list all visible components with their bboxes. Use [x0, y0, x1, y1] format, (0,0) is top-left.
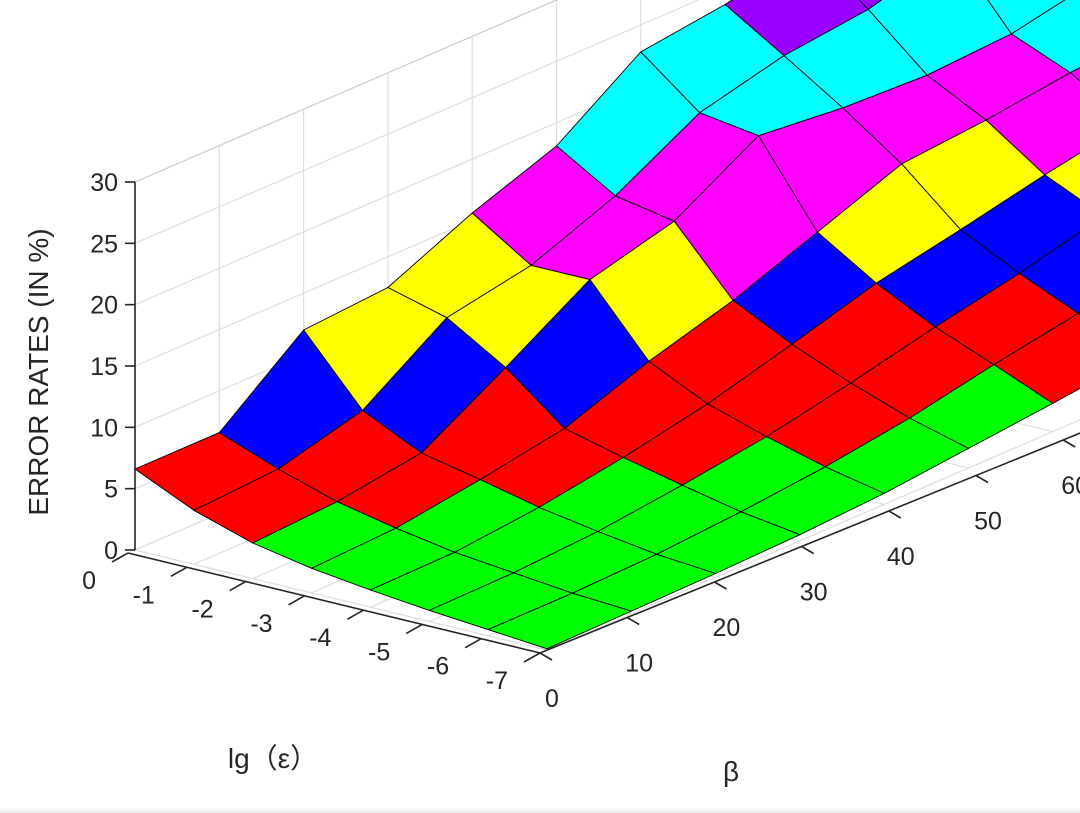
- y-tick: [888, 510, 902, 519]
- surface-patch: [487, 592, 632, 650]
- y-tick: [626, 616, 640, 626]
- y-tick-label: 60: [1061, 472, 1080, 500]
- y-tick: [975, 474, 989, 484]
- y-tick-label: 20: [712, 614, 740, 642]
- x-tick-label: 0: [82, 567, 96, 595]
- y-tick: [1062, 439, 1076, 448]
- gridline-z: [134, 0, 843, 306]
- x-tick-label: -2: [191, 596, 213, 624]
- z-tick-label: 10: [90, 414, 118, 442]
- y-tick: [801, 545, 815, 555]
- z-tick-label: 15: [90, 353, 118, 381]
- x-tick: [405, 623, 423, 635]
- surface-mesh: [134, 0, 1080, 650]
- y-tick-label: 10: [625, 650, 653, 678]
- x-tick: [229, 580, 247, 592]
- z-tick-label: 25: [90, 230, 118, 258]
- z-tick-label: 20: [90, 292, 118, 320]
- x-tick: [347, 609, 364, 620]
- axes: [111, 181, 1080, 663]
- gridline-z: [134, 0, 700, 244]
- z-axis-title: ERROR RATES (IN %): [23, 228, 54, 515]
- y-tick-label: 0: [545, 685, 559, 713]
- z-tick-label: 5: [104, 476, 118, 504]
- tick-labels: 0 5 10 15 20 25 30 0 -1 -2 -3 -4 -5 -6 -7 0 10 20 30 40 50 60…: [82, 169, 1080, 713]
- y-axis-title: β: [723, 756, 739, 787]
- y-tick-label: 50: [974, 508, 1002, 536]
- surface-patch: [858, 0, 883, 10]
- surface-patch: [1069, 67, 1080, 82]
- x-tick-label: -7: [486, 667, 508, 695]
- x-tick-label: -1: [133, 581, 155, 609]
- z-tick-label: 0: [104, 537, 118, 565]
- box-top-edges: [134, 0, 559, 183]
- x-axis-line: [127, 552, 541, 654]
- x-tick-label: -3: [250, 610, 272, 638]
- y-tick-label: 30: [800, 579, 828, 607]
- y-tick-label: 40: [887, 543, 915, 571]
- bottom-divider: [0, 808, 1080, 813]
- z-tick-label: 30: [90, 169, 118, 197]
- y-tick: [539, 652, 553, 661]
- x-tick: [111, 552, 129, 563]
- x-tick: [288, 595, 305, 606]
- x-tick-label: -4: [309, 624, 331, 652]
- x-tick: [170, 566, 188, 577]
- x-tick: [464, 638, 482, 649]
- x-axis-title: lg（ε）: [228, 743, 318, 774]
- x-tick: [523, 652, 541, 663]
- y-tick: [713, 581, 727, 590]
- surface-patch: [1044, 152, 1080, 201]
- x-tick-label: -6: [427, 653, 449, 681]
- gridline-y-floor: [134, 549, 548, 651]
- x-tick-label: -5: [368, 638, 390, 666]
